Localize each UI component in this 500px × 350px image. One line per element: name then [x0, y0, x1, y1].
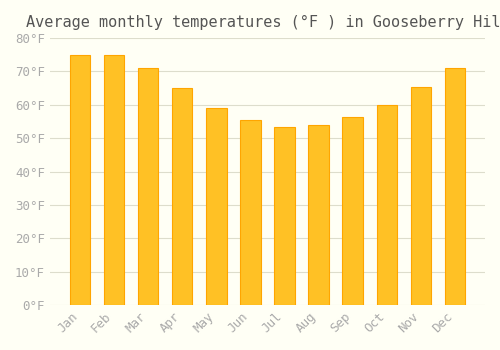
Bar [376, 105, 397, 305]
Bar [308, 125, 329, 305]
Bar [104, 55, 124, 305]
Bar [240, 120, 260, 305]
Bar [445, 68, 465, 305]
Title: Average monthly temperatures (°F ) in Gooseberry Hill: Average monthly temperatures (°F ) in Go… [26, 15, 500, 30]
Bar [274, 127, 294, 305]
Bar [206, 108, 227, 305]
Bar [410, 86, 431, 305]
Bar [70, 55, 90, 305]
Bar [138, 68, 158, 305]
Bar [342, 117, 363, 305]
Bar [172, 88, 193, 305]
